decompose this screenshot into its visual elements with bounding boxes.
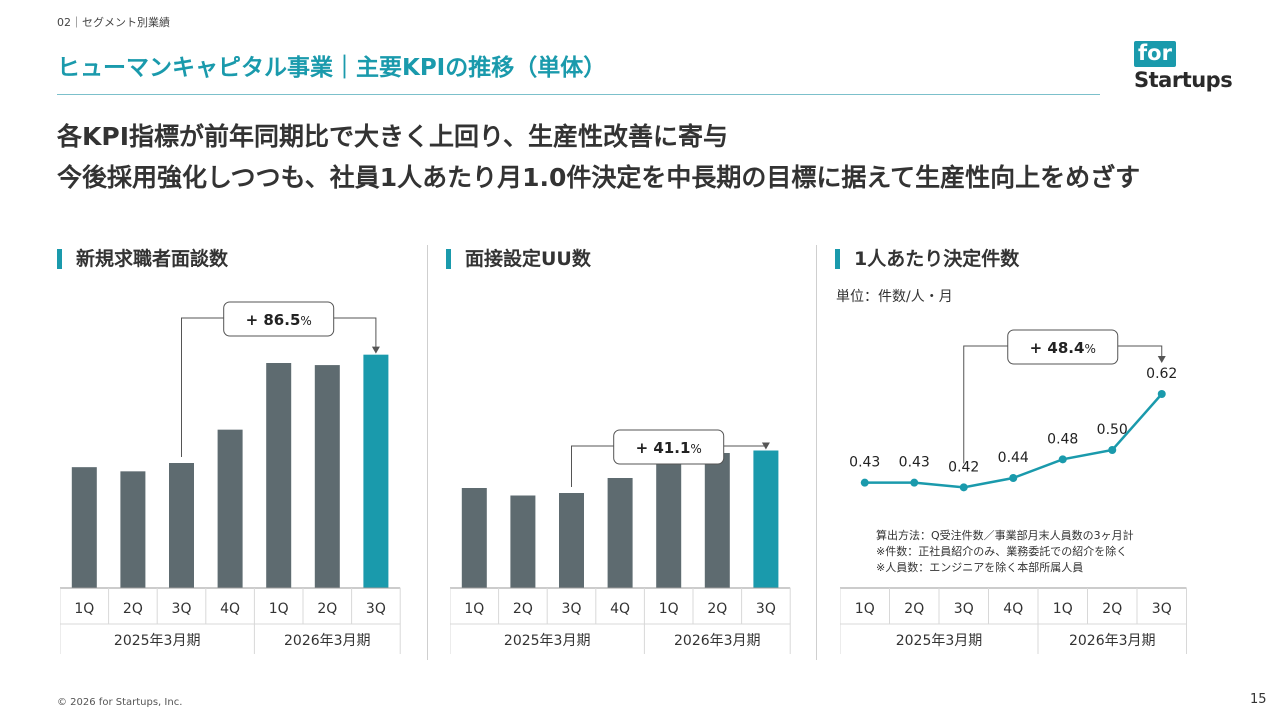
data-label: 0.50 [1097,422,1128,438]
comparison-arrowhead [371,346,380,354]
bar [656,463,682,588]
comparison-unit: % [300,314,311,328]
bar [704,453,730,588]
comparison-arrowhead [761,442,770,450]
data-point [1157,390,1166,398]
x-tick-label: 2Q [123,601,143,617]
panel-divider [816,245,817,660]
series-line [864,393,1163,489]
comparison-arrowhead [1157,356,1166,363]
bar [559,493,584,588]
fiscal-year-label: 2026年3月期 [284,633,371,649]
bar [71,467,97,588]
bar-chart-interview-uu: + 41.1% 1Q 2Q 3Q 4Q 1Q 2Q 3Q 2025年3月期 2026年3月期 [450,429,791,654]
panel-divider [427,245,428,660]
x-tick-label: 1Q [464,601,484,617]
data-point [910,478,919,487]
data-label: 0.62 [1146,366,1177,382]
x-tick-label: 2Q [707,601,727,617]
slide-title: ヒューマンキャピタル事業｜主要KPIの推移（単体） [57,55,607,81]
fiscal-year-label: 2026年3月期 [1069,633,1156,649]
page-number: 15 [1250,692,1267,707]
comparison-callout-label: + 86.5% [246,311,312,329]
x-tick-label: 4Q [610,601,630,617]
company-logo: for Startups [1132,38,1233,98]
fiscal-year-label: 2025年3月期 [114,633,201,649]
bar [120,471,146,588]
data-label: 0.42 [948,459,979,475]
headline-line-1: 各KPI指標が前年同期比で大きく上回り、生産性改善に寄与 [57,122,728,151]
data-point [959,483,968,492]
line-chart-decisions: 0.43 0.43 0.42 0.44 0.48 0.50 0.62 + 48.4% 1Q 2Q 3… [840,329,1187,654]
bar [461,488,487,588]
x-tick-label: 4Q [1003,601,1023,617]
bar [314,365,340,588]
data-label: 0.48 [1047,431,1078,447]
comparison-callout-box [223,301,335,337]
fiscal-year-label: 2025年3月期 [504,633,591,649]
bar-chart-interviews: + 86.5% 1Q 2Q 3Q 4Q 1Q 2Q 3Q 2025年3月期 2026年3月期 [60,301,401,654]
bar [363,354,389,588]
x-tick-label: 1Q [1053,601,1073,617]
x-tick-label: 2Q [904,601,924,617]
comparison-value: + 41.1 [636,439,691,457]
x-tick-label: 2Q [1102,601,1122,617]
data-label: 0.43 [849,455,880,471]
comparison-callout-box [1007,329,1119,365]
note-line: 算出方法：Q受注件数／事業部月末人員数の3ヶ月計 [876,529,1134,542]
fiscal-year-label: 2026年3月期 [674,633,761,649]
panel-title-interview-uu: 面接設定UU数 [446,249,591,269]
comparison-unit: % [690,442,701,456]
comparison-callout-box [613,429,725,465]
calculation-notes: 算出方法：Q受注件数／事業部月末人員数の3ヶ月計 ※件数：正社員紹介のみ、業務委… [876,528,1134,576]
x-tick-label: 4Q [220,601,240,617]
bar [607,478,633,588]
x-tick-label: 1Q [74,601,94,617]
data-point [860,478,869,487]
x-tick-label: 3Q [172,601,192,617]
logo-for: for [1134,41,1176,67]
comparison-value: + 48.4 [1030,339,1085,357]
data-label: 0.43 [899,455,930,471]
x-tick-label: 3Q [366,601,386,617]
bar [169,463,194,588]
comparison-callout-label: + 41.1% [636,439,702,457]
section-label: 02｜セグメント別業績 [57,16,170,29]
comparison-unit: % [1084,342,1095,356]
x-tick-label: 3Q [756,601,776,617]
title-divider [57,94,1100,95]
unit-label: 単位：件数/人・月 [836,289,953,305]
note-line: ※件数：正社員紹介のみ、業務委託での紹介を除く [876,545,1128,558]
data-point [1108,446,1117,454]
x-tick-label: 3Q [562,601,582,617]
headline-line-2: 今後採用強化しつつも、社員1人あたり月1.0件決定を中長期の目標に据えて生産性向… [57,163,1141,192]
x-tick-label: 2Q [317,601,337,617]
x-tick-label: 3Q [1152,601,1172,617]
bar [510,495,536,588]
fiscal-year-label: 2025年3月期 [896,633,983,649]
data-point [1009,474,1018,482]
panel-title-interviews: 新規求職者面談数 [57,249,228,269]
copyright: © 2026 for Startups, Inc. [57,697,183,708]
data-label: 0.44 [998,450,1029,466]
x-tick-label: 3Q [954,601,974,617]
bar [753,450,779,588]
comparison-value: + 86.5 [246,311,301,329]
logo-startups: Startups [1134,68,1233,92]
x-tick-label: 2Q [513,601,533,617]
bar [266,363,292,588]
x-tick-label: 1Q [855,601,875,617]
note-line: ※人員数：エンジニアを除く本部所属人員 [876,561,1084,574]
bar [217,429,243,588]
x-tick-label: 1Q [269,601,289,617]
panel-title-decisions-per-person: 1人あたり決定件数 [835,249,1019,269]
data-point [1058,455,1067,464]
x-tick-label: 1Q [659,601,679,617]
comparison-callout-label: + 48.4% [1030,339,1096,357]
